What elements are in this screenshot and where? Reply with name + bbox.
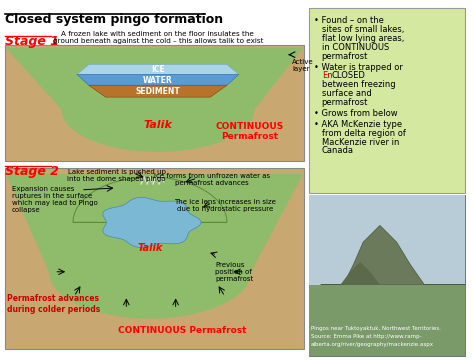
Text: SEDIMENT: SEDIMENT — [136, 87, 180, 96]
Text: Stage 1: Stage 1 — [5, 35, 59, 48]
Polygon shape — [326, 262, 390, 284]
Polygon shape — [321, 225, 465, 284]
FancyBboxPatch shape — [5, 168, 304, 349]
Text: En: En — [322, 71, 332, 81]
FancyBboxPatch shape — [309, 195, 465, 356]
Text: Active
layer: Active layer — [292, 58, 314, 71]
Text: permafrost: permafrost — [322, 52, 368, 61]
Text: from delta region of: from delta region of — [322, 129, 406, 138]
Text: ICE: ICE — [151, 65, 165, 74]
Text: CLOSED: CLOSED — [331, 71, 365, 81]
FancyBboxPatch shape — [5, 45, 304, 161]
Text: Expansion causes
ruptures in the surface
which may lead to Pingo
collapse: Expansion causes ruptures in the surface… — [12, 186, 98, 213]
Text: Canada: Canada — [322, 147, 354, 156]
Text: flat low lying areas,: flat low lying areas, — [322, 34, 404, 43]
Text: • Water is trapped or: • Water is trapped or — [314, 62, 403, 71]
Text: • AKA McKenzie type: • AKA McKenzie type — [314, 120, 402, 129]
Text: Stage 2: Stage 2 — [5, 165, 59, 178]
Text: Talik: Talik — [144, 120, 173, 130]
Polygon shape — [77, 65, 239, 74]
Text: CONTINUOUS Permafrost: CONTINUOUS Permafrost — [118, 326, 247, 335]
Text: Closed system pingo formation: Closed system pingo formation — [5, 13, 223, 26]
Polygon shape — [6, 174, 303, 319]
Text: Source: Emma Pike at http://www.ramp-: Source: Emma Pike at http://www.ramp- — [311, 334, 421, 339]
FancyBboxPatch shape — [309, 8, 465, 193]
Text: • Grows from below: • Grows from below — [314, 109, 397, 118]
Polygon shape — [73, 177, 227, 222]
Text: alberta.org/river/geography/mackenzie.aspx: alberta.org/river/geography/mackenzie.as… — [311, 342, 434, 347]
Polygon shape — [6, 48, 303, 152]
FancyBboxPatch shape — [309, 284, 465, 356]
Polygon shape — [89, 85, 227, 97]
Text: A frozen lake with sediment on the floor insulates the
ground beneath against th: A frozen lake with sediment on the floor… — [53, 31, 263, 44]
Text: CONTINUOUS
Permafrost: CONTINUOUS Permafrost — [216, 122, 284, 142]
Text: Permafrost advances
during colder periods: Permafrost advances during colder period… — [7, 295, 100, 314]
Text: Pingos near Tuktoyaktuk, Northwest Territories.: Pingos near Tuktoyaktuk, Northwest Terri… — [311, 326, 441, 331]
Polygon shape — [103, 197, 201, 248]
Polygon shape — [77, 74, 239, 85]
FancyBboxPatch shape — [309, 195, 465, 284]
Text: Talik: Talik — [137, 243, 163, 253]
Text: surface and: surface and — [322, 89, 372, 98]
Text: sites of small lakes,: sites of small lakes, — [322, 25, 404, 34]
Text: in CONTINUOUS: in CONTINUOUS — [322, 43, 389, 52]
Text: MacKenzie river in: MacKenzie river in — [322, 138, 399, 147]
Text: • Found – on the: • Found – on the — [314, 16, 383, 25]
Text: between freezing: between freezing — [322, 81, 395, 89]
Text: permafrost: permafrost — [322, 98, 368, 107]
Text: WATER: WATER — [143, 76, 173, 85]
Text: Previous
position of
permafrost: Previous position of permafrost — [215, 262, 254, 282]
Text: Lake sediment is pushed up
into the dome shaped pingo: Lake sediment is pushed up into the dome… — [67, 169, 166, 182]
Text: Ice forms from unfrozen water as
permafrost advances: Ice forms from unfrozen water as permafr… — [154, 173, 270, 186]
Text: The ice lens increases in size
due to hydrostatic pressure: The ice lens increases in size due to hy… — [174, 199, 276, 212]
